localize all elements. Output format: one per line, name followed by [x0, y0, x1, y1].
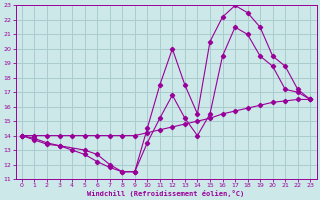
X-axis label: Windchill (Refroidissement éolien,°C): Windchill (Refroidissement éolien,°C)	[87, 190, 245, 197]
